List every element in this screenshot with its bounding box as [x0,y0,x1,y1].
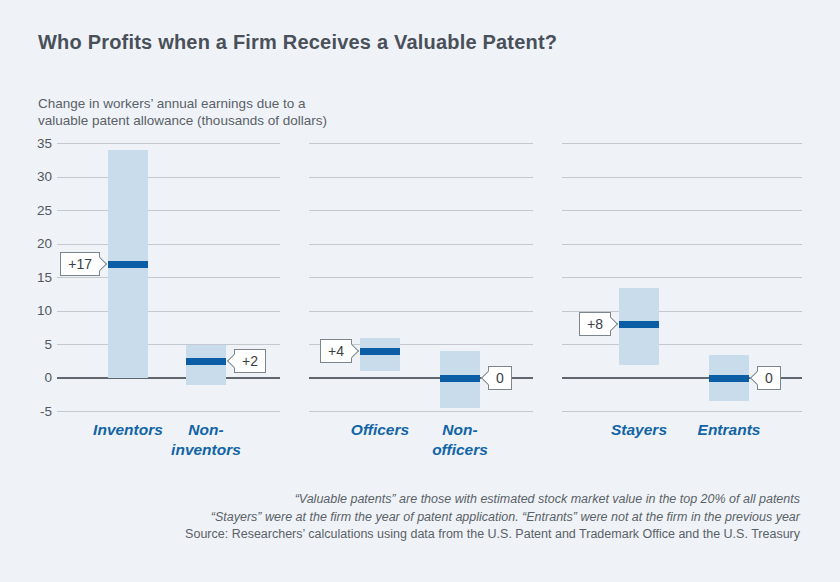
gridline [309,244,533,245]
gridline [57,277,280,278]
gridline [309,177,533,178]
y-tick-label: 15 [0,270,52,285]
y-tick-label: 10 [0,303,52,318]
gridline [562,277,802,278]
gridline [309,411,533,412]
gridline [562,411,802,412]
footnote-line-1: “Valuable patents” are those with estima… [185,491,800,509]
category-label-non-inventors: Non-inventors [146,420,266,460]
zero-baseline [57,377,280,379]
estimate-marker-non-inventors [186,358,226,365]
category-label-entrants: Entrants [669,420,789,440]
y-tick-label: 30 [0,169,52,184]
estimate-callout-non-officers: 0 [488,366,512,390]
estimate-marker-stayers [619,321,659,328]
estimate-callout-inventors: +17 [60,252,100,276]
category-label-line: inventors [146,440,266,460]
estimate-marker-non-officers [440,375,480,382]
estimate-callout-non-inventors: +2 [234,349,266,373]
y-tick-label: 25 [0,203,52,218]
gridline [57,411,280,412]
gridline [562,344,802,345]
gridline [309,277,533,278]
gridline [562,143,802,144]
gridline [57,210,280,211]
y-tick-label: 0 [0,370,52,385]
gridline [309,311,533,312]
footnote-source-line: Source: Researchers’ calculations using … [185,526,800,544]
estimate-marker-inventors [108,261,148,268]
gridline [309,210,533,211]
gridline [562,177,802,178]
estimate-callout-stayers: +8 [579,312,611,336]
gridline [562,210,802,211]
y-tick-label: 5 [0,337,52,352]
gridline [57,143,280,144]
estimate-marker-entrants [709,375,749,382]
category-label-line: Entrants [669,420,789,440]
figure-container: Who Profits when a Firm Receives a Valua… [0,0,840,582]
category-label-line: Non- [146,420,266,440]
gridline [57,344,280,345]
estimate-callout-entrants: 0 [757,366,781,390]
y-tick-label: 35 [0,136,52,151]
gridline [57,311,280,312]
category-label-non-officers: Non-officers [400,420,520,460]
gridline [57,177,280,178]
gridline [562,244,802,245]
footnote-line-2: “Stayers” were at the firm the year of p… [185,509,800,527]
category-label-line: officers [400,440,520,460]
gridline [309,143,533,144]
gridline [57,244,280,245]
estimate-marker-officers [360,348,400,355]
y-tick-label: 20 [0,236,52,251]
category-label-line: Non- [400,420,520,440]
footnotes: “Valuable patents” are those with estima… [185,491,800,544]
y-tick-label: -5 [0,404,52,419]
estimate-callout-officers: +4 [320,339,352,363]
